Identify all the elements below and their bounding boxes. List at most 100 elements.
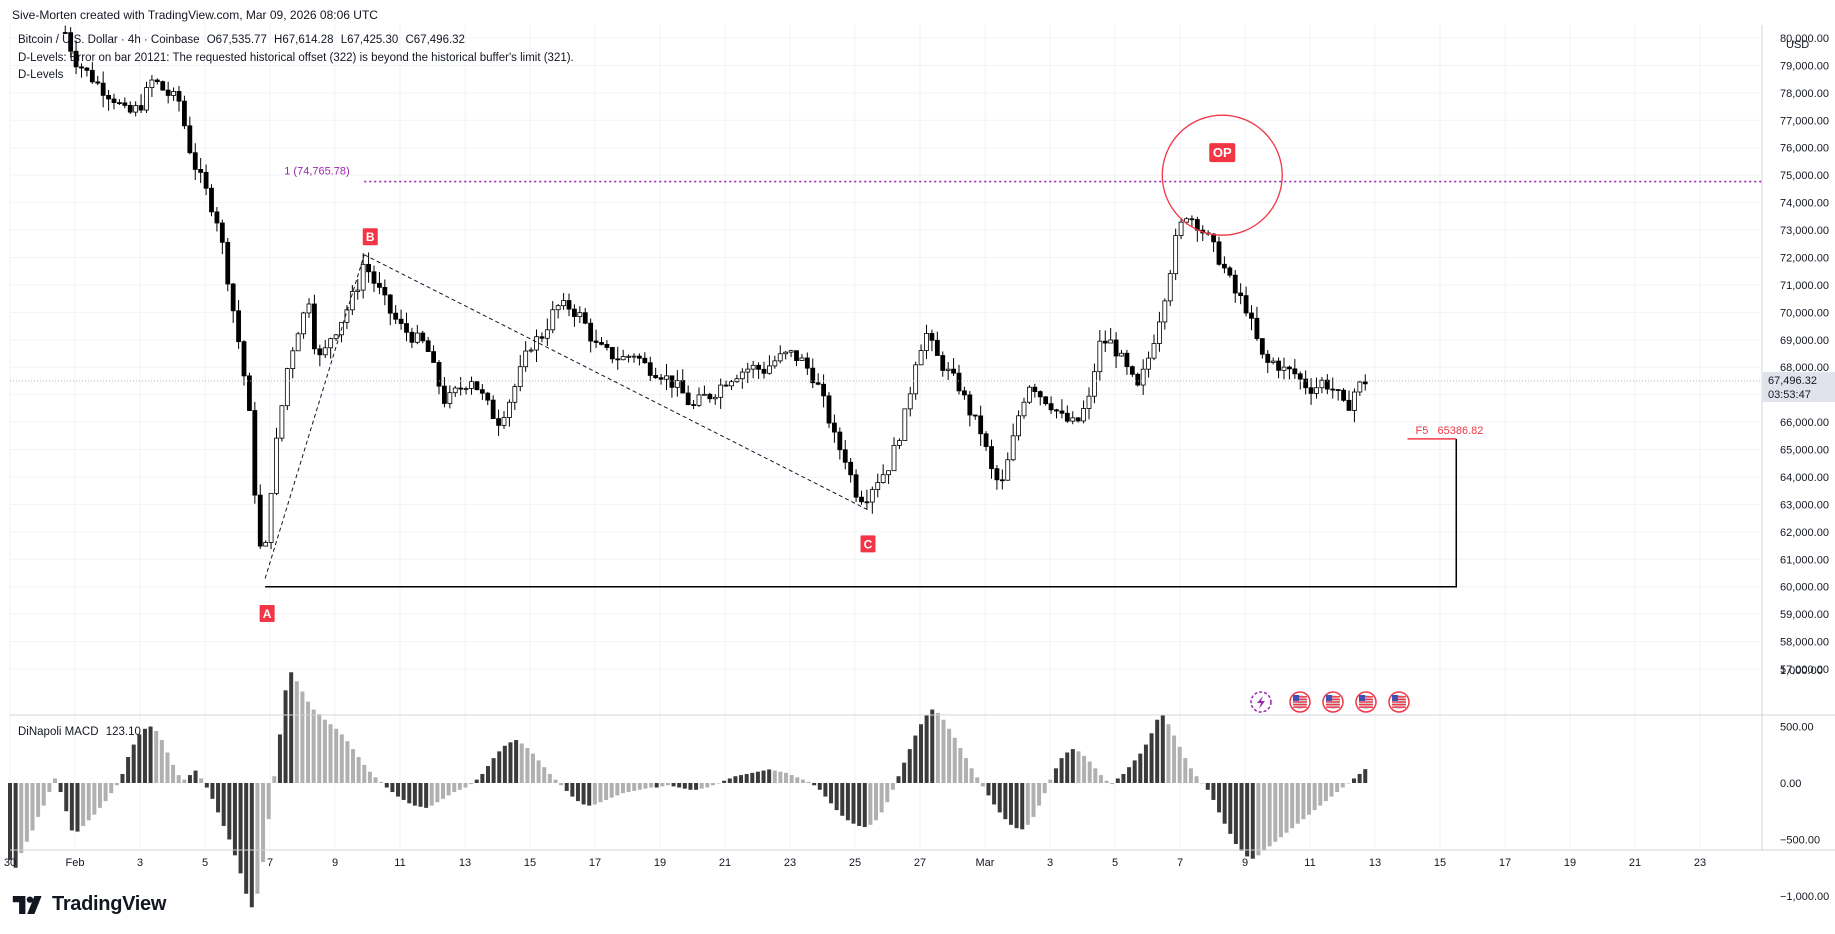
indicator-error-text: D-Levels: Error on bar 20121: The reques… [18,52,574,64]
candle-body-down [951,368,956,374]
macd-legend[interactable]: DiNapoli MACD 123.10 [18,726,141,738]
macd-bar [446,783,451,796]
candle-body-up [1270,360,1276,363]
candle-body-down [962,390,967,396]
macd-bar [1301,783,1306,820]
candle-body-down [1249,312,1254,319]
macd-bar [1110,783,1115,785]
macd-bar [851,783,856,824]
macd-bar [249,783,254,908]
flag-stripe [1326,706,1340,708]
candle-body-down [442,385,447,404]
macd-bar [1357,773,1362,783]
macd-bar [300,691,305,783]
indicator-legend[interactable]: D-Levels [18,69,64,81]
candle-body-down [214,211,220,224]
macd-bar [958,747,963,783]
macd-bar [1335,783,1340,793]
macd-bar [407,783,412,804]
macd-bar [1278,783,1283,838]
op-label-text: OP [1213,145,1232,160]
macd-bar [632,783,637,791]
macd-bar [52,778,57,783]
flag-stripe [1392,698,1406,701]
time-tick-label: 3 [1047,857,1053,869]
macd-bar [317,714,322,783]
event-lightning-icon[interactable] [1250,691,1272,713]
candle-body-down [490,399,496,419]
macd-bar [913,735,918,783]
flag-stripe [1326,698,1340,701]
label-c-box[interactable] [860,535,876,553]
abc-leg-ab[interactable] [264,254,365,579]
support-bracket[interactable] [265,438,1457,588]
candle-body-down [431,351,436,363]
chart-drawings[interactable]: 1 (74,765.78) A B C OP F5 65386.82 [10,114,1762,713]
time-tick-label: 23 [1694,857,1706,869]
us-flag-event-icon[interactable] [1388,691,1410,713]
flag-stripe [1326,701,1340,703]
tradingview-logo[interactable]: TradingView [12,893,166,916]
macd-bar [97,783,102,808]
macd-bar [755,771,760,783]
candle-body-down [160,81,166,91]
candle-body-down [604,343,610,348]
macd-bar [261,783,266,863]
macd-label: DiNapoli MACD [18,726,99,738]
macd-bar [103,783,108,802]
op-circle[interactable] [1161,114,1283,236]
us-flag-event-icon[interactable] [1355,691,1377,713]
macd-bar [587,783,592,806]
op-label-box[interactable] [1209,143,1236,163]
candle-body-down [1254,317,1260,339]
macd-bar [142,728,147,783]
macd-bar [879,783,884,813]
macd-bar [266,783,271,820]
macd-bar [671,783,676,787]
candle-body-up [268,492,274,543]
candle-body-up [1097,340,1103,373]
macd-bar [311,709,316,783]
candle-body-up [144,87,149,111]
macd-bar [767,769,772,783]
macd-bar [1273,783,1278,842]
label-b-box[interactable] [362,228,378,246]
macd-bar [1312,783,1317,811]
candle-body-down [853,474,859,498]
candle-body-down [100,82,106,96]
label-a-box[interactable] [259,604,275,622]
f5-value: 65386.82 [1438,425,1484,437]
candle-body-up [880,474,886,483]
macd-bar [615,783,620,796]
macd-bar [148,726,153,783]
candle-body-up [1027,386,1032,403]
abc-leg-bc[interactable] [364,254,869,511]
time-tick-label: 5 [202,857,208,869]
flag-stripe [1326,696,1340,698]
candle-body-down [230,283,236,312]
candle-body-up [1086,395,1092,409]
candle-body-down [848,461,854,476]
macd-bar [1256,783,1261,856]
macd-bar [216,783,221,813]
us-flag-event-icon[interactable] [1289,691,1311,713]
candle-body-up [149,79,155,89]
macd-bar [502,745,507,783]
macd-bar [1267,783,1272,847]
candle-body-up [1010,435,1016,461]
macd-bar [187,775,192,783]
us-flag-event-icon[interactable] [1322,691,1344,713]
macd-bar [817,783,822,790]
candle-body-down [1054,409,1059,412]
macd-bar [660,783,665,787]
macd-bar [947,728,952,783]
symbol-legend[interactable]: Bitcoin / U.S. Dollar · 4h · Coinbase O6… [18,34,465,46]
candle-body-up [620,356,626,361]
candle-body-up [279,405,285,439]
macd-bar [36,783,41,817]
macd-bar [975,777,980,783]
flag-stripe [1392,701,1406,703]
candle-body-down [371,271,377,284]
macd-bar [1262,783,1267,851]
